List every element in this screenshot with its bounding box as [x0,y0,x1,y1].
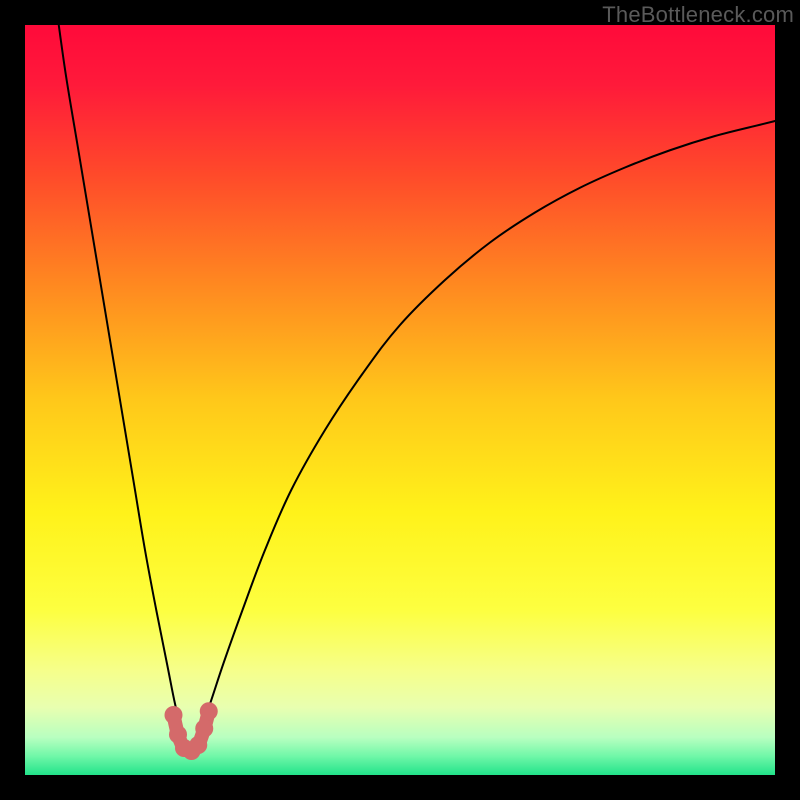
marker-dot [189,736,207,754]
marker-dot [200,702,218,720]
marker-dot [195,720,213,738]
chart-root: TheBottleneck.com [0,0,800,800]
bottleneck-chart [0,0,800,800]
marker-dot [165,706,183,724]
watermark-text: TheBottleneck.com [602,2,794,28]
chart-background-gradient [25,25,775,775]
